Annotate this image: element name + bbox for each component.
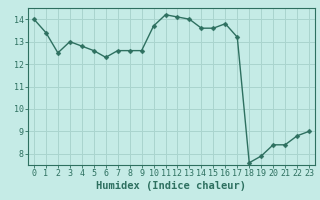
X-axis label: Humidex (Indice chaleur): Humidex (Indice chaleur) bbox=[97, 181, 246, 191]
